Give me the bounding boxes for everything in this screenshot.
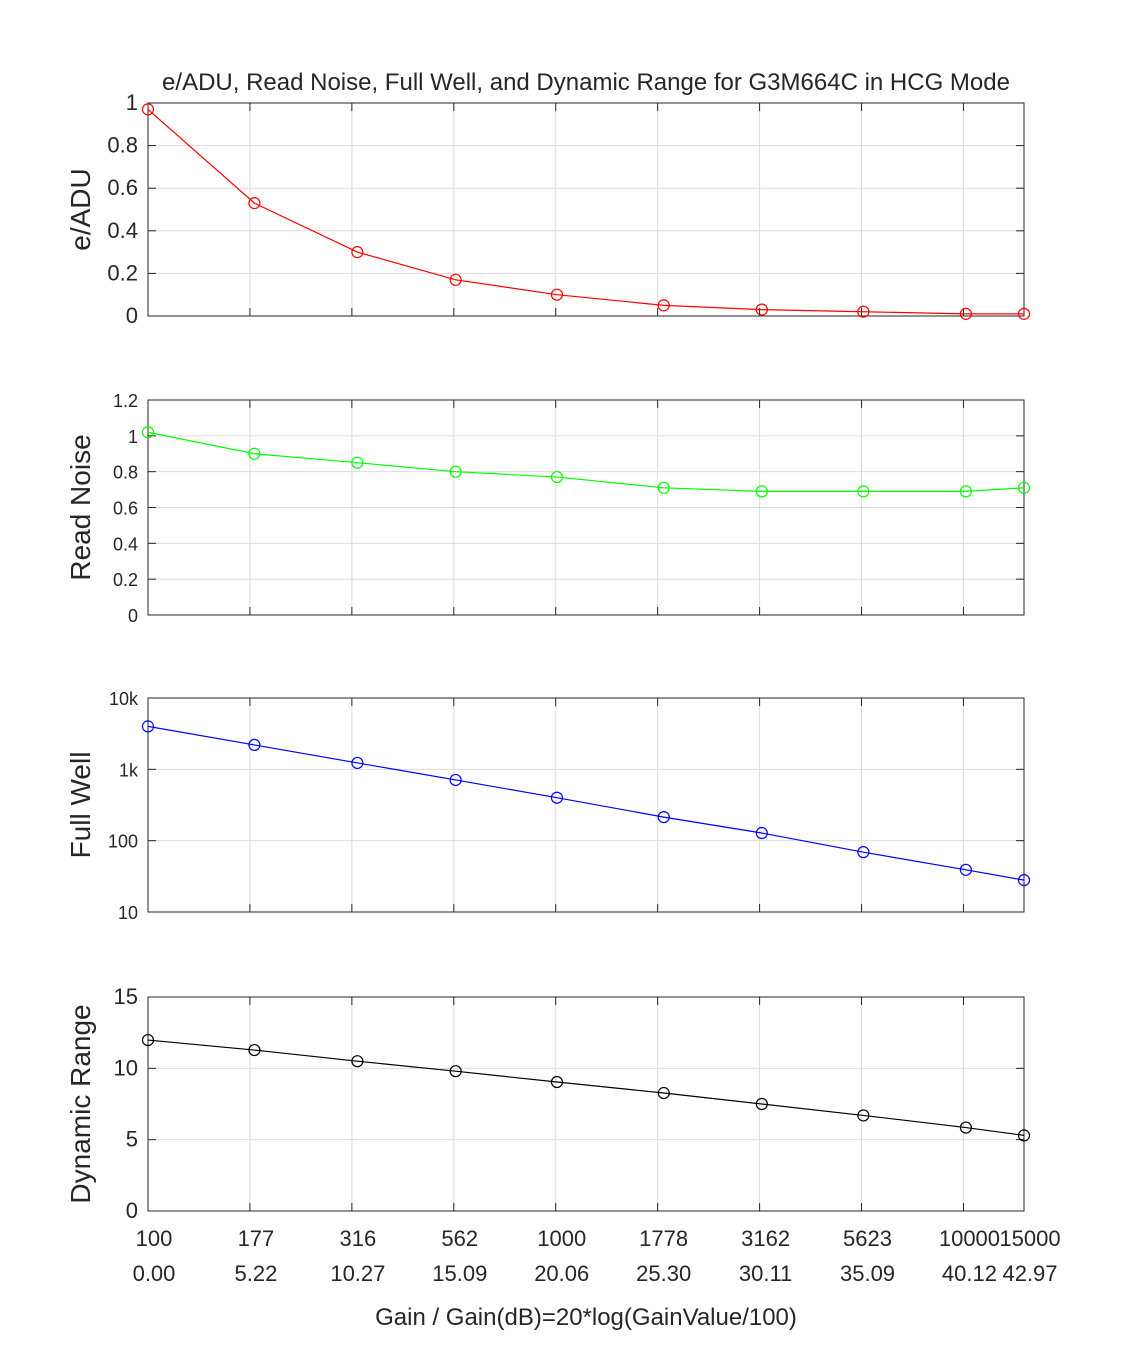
series-line — [147, 1039, 1025, 1136]
data-point — [550, 1075, 564, 1089]
data-point — [857, 485, 870, 498]
data-point — [141, 426, 155, 439]
y-tick-label: 10 — [118, 903, 138, 923]
y-tick-label: 10 — [114, 1055, 138, 1080]
x-tick-label-gain: 1000 — [537, 1226, 586, 1251]
data-point — [351, 756, 364, 770]
x-tick-label-db: 0.00 — [133, 1261, 176, 1286]
x-axis-label: Gain / Gain(dB)=20*log(GainValue/100) — [375, 1304, 797, 1331]
data-point — [657, 481, 670, 494]
x-tick-label-db: 5.22 — [235, 1261, 278, 1286]
panel-3: 0 5 10 15 Dynamic Range — [65, 984, 1031, 1223]
data-point — [449, 465, 462, 478]
x-tick-label-db: 10.27 — [330, 1261, 385, 1286]
y-tick-label: 1.2 — [113, 391, 138, 411]
y-tick-label: 0.8 — [107, 133, 138, 158]
data-point — [857, 305, 870, 318]
data-point — [657, 1086, 670, 1100]
data-point — [755, 303, 768, 316]
x-tick-label-gain: 562 — [441, 1226, 478, 1251]
y-axis-label: Dynamic Range — [65, 1004, 96, 1203]
data-point — [449, 773, 462, 787]
data-point — [1017, 307, 1031, 320]
series-line — [147, 108, 1024, 315]
series-line — [147, 725, 1025, 881]
data-point — [1017, 481, 1031, 494]
data-point — [657, 299, 670, 312]
panel-1: 0 0.2 0.4 0.6 0.8 1 1.2 Read Noise — [65, 391, 1031, 626]
data-point — [351, 246, 364, 259]
panel-2: 10 100 1k 10k Full Well — [65, 689, 1031, 923]
x-tick-label-gain: 3162 — [741, 1226, 790, 1251]
data-point — [248, 197, 261, 210]
x-tick-label-db: 25.30 — [636, 1261, 691, 1286]
data-point — [1017, 1129, 1031, 1142]
data-point — [248, 738, 261, 752]
y-axis-label: Read Noise — [65, 434, 96, 580]
x-tick-label-db: 30.11 — [739, 1261, 792, 1286]
data-point — [857, 1109, 870, 1122]
x-tick-label-gain: 100 — [136, 1226, 173, 1251]
y-tick-label: 5 — [126, 1127, 138, 1152]
y-tick-label: 0.2 — [107, 260, 138, 285]
data-point — [141, 103, 155, 116]
x-tick-label-db: 42.97 — [1002, 1261, 1057, 1286]
y-tick-label: 0.4 — [107, 218, 138, 243]
x-tick-label-gain: 177 — [238, 1226, 275, 1251]
x-tick-label-db: 40.12 — [942, 1261, 997, 1286]
x-tick-label-gain: 316 — [340, 1226, 377, 1251]
x-tick-label-gain: 1778 — [639, 1226, 688, 1251]
data-point — [657, 810, 670, 824]
axes-box — [147, 697, 1025, 913]
y-tick-label: 0.2 — [113, 570, 138, 590]
axes-box — [147, 102, 1025, 317]
y-tick-label: 0 — [126, 303, 138, 328]
x-tick-label-db: 20.06 — [534, 1261, 589, 1286]
data-point — [550, 470, 564, 484]
data-point — [959, 863, 972, 876]
y-tick-label: 1 — [128, 427, 138, 447]
data-point — [755, 826, 768, 840]
axes-box — [147, 996, 1025, 1212]
y-tick-label: 0.4 — [113, 534, 138, 554]
y-tick-label: 0.8 — [113, 463, 138, 483]
y-tick-label: 10k — [109, 689, 139, 709]
y-tick-label: 0 — [126, 1198, 138, 1223]
chart-title: e/ADU, Read Noise, Full Well, and Dynami… — [162, 69, 1010, 96]
x-tick-label-db: 15.09 — [432, 1261, 487, 1286]
data-point — [755, 1097, 768, 1111]
y-tick-label: 1k — [119, 760, 139, 780]
y-tick-label: 0.6 — [113, 499, 138, 519]
data-point — [755, 485, 768, 498]
data-point — [550, 791, 564, 804]
x-tick-label-gain: 10000 — [939, 1226, 1000, 1251]
data-point — [449, 273, 462, 286]
data-point — [141, 1033, 155, 1047]
data-point — [959, 1121, 972, 1134]
data-point — [550, 288, 564, 301]
x-tick-label-gain: 15000 — [999, 1226, 1060, 1251]
data-point — [248, 447, 261, 460]
x-tick-label-gain: 5623 — [843, 1226, 892, 1251]
data-point — [351, 456, 364, 469]
y-tick-label: 15 — [114, 984, 138, 1009]
x-tick-label-db: 35.09 — [840, 1261, 895, 1286]
y-axis-label: e/ADU — [65, 168, 96, 250]
data-point — [449, 1065, 462, 1078]
data-point — [857, 846, 870, 859]
panel-0: 0 0.2 0.4 0.6 0.8 1 e/ADU — [65, 90, 1031, 328]
data-point — [1017, 874, 1031, 887]
series-line — [147, 431, 1025, 492]
data-point — [959, 485, 972, 498]
data-point — [959, 307, 972, 320]
data-point — [248, 1043, 261, 1057]
data-point — [141, 720, 155, 733]
data-point — [351, 1055, 364, 1068]
y-axis-label: Full Well — [65, 752, 96, 859]
y-tick-label: 100 — [108, 832, 138, 852]
y-tick-label: 0.6 — [107, 175, 138, 200]
y-tick-label: 0 — [128, 606, 138, 626]
y-tick-label: 1 — [126, 90, 138, 115]
